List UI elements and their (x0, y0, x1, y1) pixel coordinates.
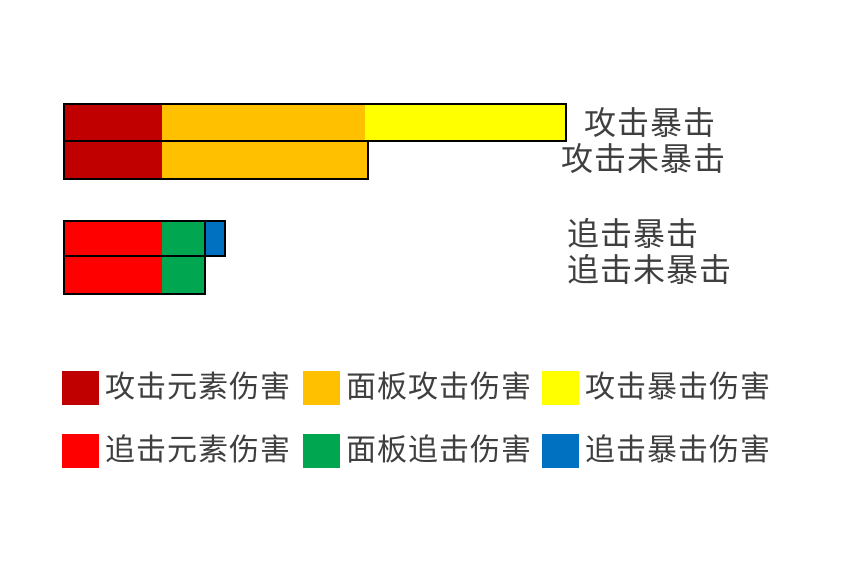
bar-segment (65, 105, 162, 140)
legend-item: 面板攻击伤害 (303, 371, 542, 405)
bar-0 (63, 103, 567, 142)
bar-segment (65, 257, 162, 293)
legend-label: 面板追击伤害 (346, 434, 532, 467)
bar-2 (63, 220, 226, 257)
legend: 攻击元素伤害 面板攻击伤害 攻击暴击伤害追击元素伤害 面板追击伤害 追击暴击伤害 (62, 371, 771, 468)
bar-3 (63, 255, 206, 295)
legend-label: 追击暴击伤害 (585, 434, 771, 467)
bar-segment (65, 142, 162, 178)
bar-label-pursuit-crit: 追击暴击 (567, 216, 700, 252)
legend-item: 攻击暴击伤害 (542, 371, 771, 405)
bar-segment (204, 222, 224, 255)
legend-label: 追击元素伤害 (105, 434, 291, 467)
legend-item: 追击暴击伤害 (542, 434, 771, 468)
bar-segment (162, 222, 204, 255)
legend-swatch (62, 434, 99, 468)
bar-label-attack-noncrit: 攻击未暴击 (561, 141, 727, 177)
legend-label: 面板攻击伤害 (346, 371, 532, 404)
bar-segment (365, 105, 565, 140)
legend-item: 面板追击伤害 (303, 434, 542, 468)
legend-swatch (62, 371, 99, 405)
bar-segment (162, 142, 367, 178)
bar-segment (65, 222, 162, 255)
bar-label-attack-crit: 攻击暴击 (584, 105, 717, 141)
bar-label-pursuit-noncrit: 追击未暴击 (567, 252, 733, 288)
legend-label: 攻击元素伤害 (105, 371, 291, 404)
legend-swatch (303, 434, 340, 468)
bar-1 (63, 140, 369, 180)
legend-swatch (303, 371, 340, 405)
bar-segment (162, 105, 365, 140)
legend-item: 攻击元素伤害 (62, 371, 303, 405)
legend-item: 追击元素伤害 (62, 434, 303, 468)
bar-segment (162, 257, 204, 293)
legend-swatch (542, 434, 579, 468)
legend-label: 攻击暴击伤害 (585, 371, 771, 404)
legend-swatch (542, 371, 579, 405)
